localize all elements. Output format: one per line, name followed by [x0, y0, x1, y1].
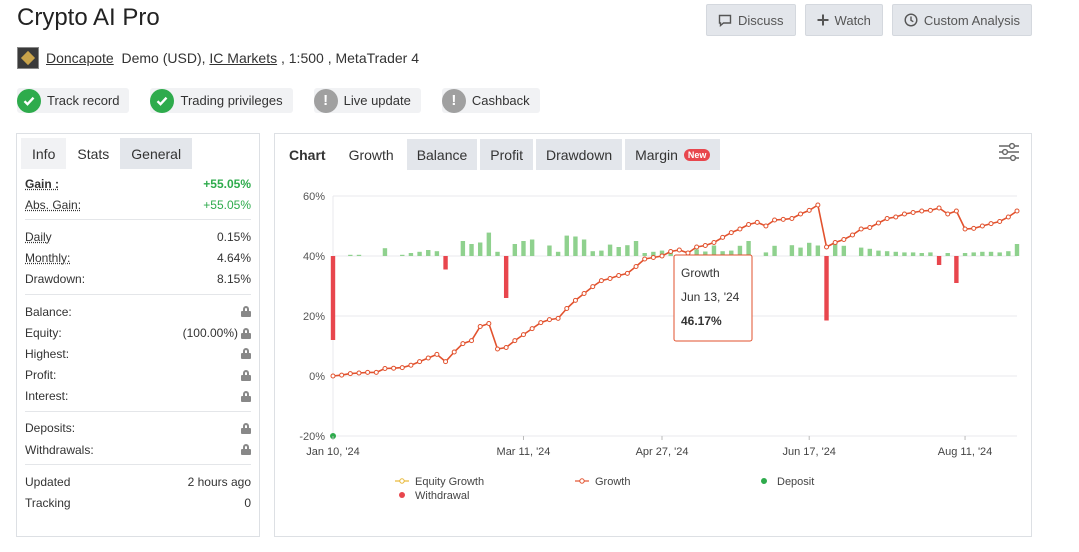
- tracking-label: Tracking: [25, 496, 71, 511]
- gain-label[interactable]: Gain :: [25, 176, 60, 191]
- interest-label: Interest:: [25, 389, 69, 404]
- tab-margin[interactable]: Margin New: [625, 139, 721, 170]
- exclamation-icon: !: [441, 88, 466, 113]
- tab-general[interactable]: General: [120, 138, 193, 169]
- lock-icon: [241, 328, 251, 340]
- settings-sliders-icon[interactable]: [998, 142, 1020, 167]
- divider: [25, 219, 251, 221]
- user-link[interactable]: Doncapote: [46, 50, 114, 66]
- monthly-label[interactable]: Monthly:: [25, 251, 71, 266]
- chat-icon: [718, 14, 732, 27]
- discuss-button[interactable]: Discuss: [706, 4, 796, 36]
- divider: [25, 293, 251, 295]
- lock-icon: [241, 390, 251, 402]
- chart-tabs: Chart Growth Balance Profit Drawdown Mar…: [275, 134, 1031, 170]
- lock-icon: [241, 422, 251, 434]
- updated-row: Updated 2 hours ago: [25, 471, 251, 492]
- custom-analysis-button[interactable]: Custom Analysis: [891, 4, 1032, 36]
- highest-row: Highest:: [25, 343, 251, 364]
- tab-profit[interactable]: Profit: [480, 139, 533, 170]
- live-update-label: Live update: [343, 93, 411, 108]
- monthly-value: 4.64%: [216, 251, 251, 266]
- updated-value: 2 hours ago: [187, 474, 251, 489]
- deposits-row: Deposits:: [25, 418, 251, 439]
- account-type: Demo (USD),: [121, 50, 206, 66]
- cashback-label: Cashback: [471, 93, 530, 108]
- gain-value: +55.05%: [203, 176, 251, 191]
- tab-growth[interactable]: Growth: [348, 146, 394, 163]
- monthly-row: Monthly: 4.64%: [25, 248, 251, 269]
- tab-stats[interactable]: Stats: [66, 138, 121, 169]
- verification-badges: Track record Trading privileges ! Live u…: [17, 88, 540, 113]
- chart-panel: Chart Growth Balance Profit Drawdown Mar…: [274, 133, 1032, 537]
- drawdown-value: 8.15%: [216, 272, 251, 287]
- page-title: Crypto AI Pro: [17, 4, 160, 31]
- tab-margin-label: Margin: [635, 146, 678, 163]
- abs-gain-value: +55.05%: [203, 197, 251, 212]
- account-info: Doncapote Demo (USD), IC Markets , 1:500…: [17, 47, 419, 69]
- action-bar: Discuss Watch Custom Analysis: [706, 4, 1032, 36]
- lock-icon: [241, 444, 251, 456]
- abs-gain-label[interactable]: Abs. Gain:: [25, 197, 82, 212]
- daily-value: 0.15%: [216, 229, 251, 244]
- platform: , MetaTrader 4: [327, 50, 419, 66]
- tracking-value: 0: [244, 496, 251, 511]
- profit-label: Profit:: [25, 368, 57, 383]
- drawdown-row: Drawdown: 8.15%: [25, 269, 251, 290]
- cashback-badge[interactable]: ! Cashback: [441, 88, 540, 113]
- divider: [25, 464, 251, 466]
- check-icon: [150, 88, 175, 113]
- lock-icon: [241, 348, 251, 360]
- custom-analysis-label: Custom Analysis: [923, 12, 1020, 28]
- interest-row: Interest:: [25, 386, 251, 407]
- clock-icon: [904, 13, 918, 27]
- exclamation-icon: !: [313, 88, 338, 113]
- deposits-label: Deposits:: [25, 421, 76, 436]
- watch-label: Watch: [834, 12, 871, 28]
- trading-privileges-badge[interactable]: Trading privileges: [150, 88, 293, 113]
- track-record-label: Track record: [47, 93, 120, 108]
- balance-row: Balance:: [25, 301, 251, 322]
- track-record-badge[interactable]: Track record: [17, 88, 130, 113]
- tracking-row: Tracking 0: [25, 492, 251, 513]
- lock-icon: [241, 306, 251, 318]
- stats-panel: Info Stats General Gain : +55.05% Abs. G…: [16, 133, 260, 537]
- trading-privileges-label: Trading privileges: [180, 93, 283, 108]
- tab-balance[interactable]: Balance: [406, 139, 478, 170]
- tab-drawdown[interactable]: Drawdown: [535, 139, 623, 170]
- equity-row: Equity: (100.00%): [25, 322, 251, 343]
- plus-icon: [817, 14, 829, 26]
- stats-tabs: Info Stats General: [17, 134, 259, 169]
- drawdown-label: Drawdown:: [25, 272, 86, 287]
- daily-label[interactable]: Daily: [25, 229, 52, 244]
- profit-row: Profit:: [25, 365, 251, 386]
- withdrawals-row: Withdrawals:: [25, 439, 251, 460]
- equity-label: Equity:: [25, 325, 62, 340]
- gain-row: Gain : +55.05%: [25, 173, 251, 194]
- discuss-label: Discuss: [738, 12, 784, 28]
- daily-row: Daily 0.15%: [25, 226, 251, 247]
- new-badge: New: [683, 148, 711, 161]
- check-icon: [17, 88, 41, 113]
- lock-icon: [241, 369, 251, 381]
- updated-label: Updated: [25, 474, 71, 489]
- tab-chart[interactable]: Chart: [289, 146, 326, 163]
- live-update-badge[interactable]: ! Live update: [313, 88, 421, 113]
- highest-label: Highest:: [25, 346, 70, 361]
- stats-list: Gain : +55.05% Abs. Gain: +55.05% Daily …: [17, 169, 259, 514]
- avatar[interactable]: [17, 47, 39, 69]
- withdrawals-label: Withdrawals:: [25, 442, 94, 457]
- abs-gain-row: Abs. Gain: +55.05%: [25, 194, 251, 215]
- broker-link[interactable]: IC Markets: [209, 50, 278, 66]
- leverage: , 1:500: [280, 50, 324, 66]
- tab-info[interactable]: Info: [21, 138, 67, 169]
- watch-button[interactable]: Watch: [804, 4, 883, 36]
- divider: [25, 410, 251, 412]
- balance-label: Balance:: [25, 304, 72, 319]
- equity-value: (100.00%): [182, 325, 238, 340]
